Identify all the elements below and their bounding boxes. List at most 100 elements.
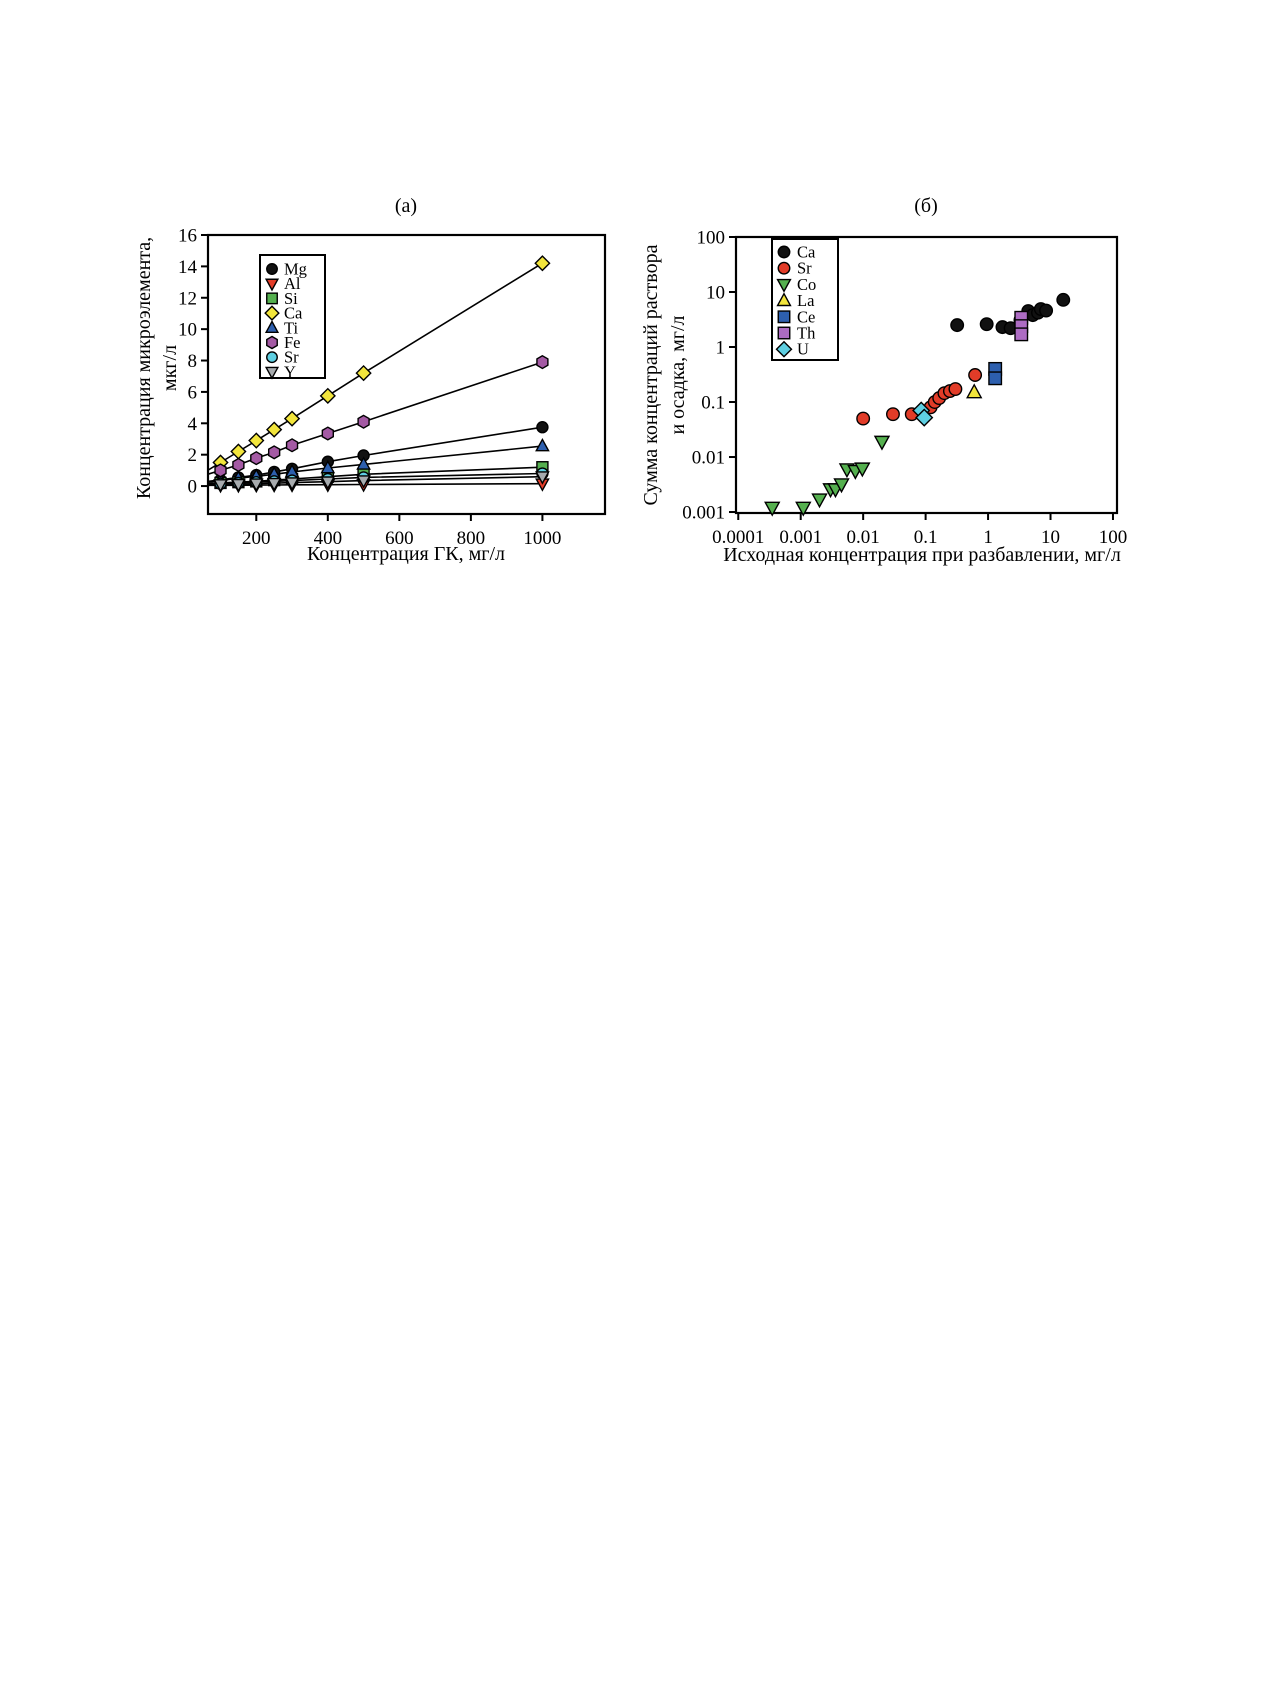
point-Sr [886, 407, 900, 422]
point-Y [231, 478, 246, 493]
point-Fe [321, 426, 334, 441]
legend-label-La: La [797, 291, 815, 310]
legend-marker-Al [264, 278, 280, 292]
point-Co [833, 478, 850, 494]
point-Ti [535, 437, 550, 452]
legend-marker-U [775, 340, 793, 358]
point-Ca [950, 318, 965, 333]
x-tick-label: 0.1 [914, 527, 938, 548]
point-Sr [856, 411, 871, 426]
point-Y [284, 477, 300, 491]
x-tick-label: 800 [457, 528, 486, 549]
y-tick-label: 0.01 [692, 448, 725, 469]
point-Co [764, 501, 781, 517]
y-tick-label: 4 [188, 414, 198, 435]
y-tick-label: 12 [178, 288, 197, 309]
point-Ca [979, 317, 994, 332]
point-Y [248, 478, 264, 492]
legend-label-Y: Y [284, 362, 296, 381]
legend-marker-Sr [266, 351, 278, 364]
y-tick-label: 16 [178, 226, 197, 247]
x-tick-label: 400 [314, 528, 343, 549]
plot-box [206, 233, 607, 516]
point-Mg [536, 421, 549, 434]
panel-b-xlabel: Исходная концентрация при разбавлении, м… [723, 544, 1121, 566]
point-Ce [988, 371, 1003, 386]
y-tick-label: 2 [188, 445, 198, 466]
y-tick-label: 0 [188, 477, 198, 498]
panel-b: (б) Сумма концентраций раствора и осадка… [640, 195, 1127, 566]
point-Ca [230, 443, 247, 460]
x-tick-label: 0.01 [847, 527, 880, 548]
legend-marker-Co [776, 278, 792, 293]
point-Ca [248, 432, 265, 449]
panel-a: (a) Концентрация микроэлемента, мкг/л Ко… [133, 195, 607, 565]
point-Y [320, 476, 336, 490]
panel-a-xlabel: Концентрация ГК, мг/л [307, 543, 505, 565]
legend-label-Fe: Fe [284, 333, 301, 352]
legend-label-Ce: Ce [797, 307, 815, 326]
legend-label-Al: Al [284, 274, 301, 293]
point-Y [535, 471, 550, 485]
legend-label-U: U [797, 340, 809, 359]
point-Fe [232, 457, 245, 473]
point-U [915, 408, 934, 427]
point-Sr [968, 368, 983, 382]
point-Co [854, 462, 871, 478]
point-Fe [214, 463, 227, 478]
legend-marker-Ti [264, 320, 280, 333]
legend-marker-Th [777, 326, 791, 340]
point-Co [795, 501, 812, 517]
point-Y [356, 475, 371, 489]
x-tick-label: 10 [1041, 527, 1060, 548]
legend-marker-Fe [266, 335, 278, 350]
legend-marker-La [776, 292, 792, 307]
point-Co [811, 493, 828, 509]
legend-marker-Ca [264, 305, 280, 321]
panel-b-ylabel-line2: и осадка, мг/л [667, 315, 689, 434]
legend-label-Si: Si [284, 289, 298, 308]
point-Ca [534, 255, 551, 272]
point-La [966, 383, 983, 399]
point-Ca [266, 421, 283, 438]
point-Ca [1039, 303, 1054, 318]
point-Co [873, 435, 891, 451]
legend-label-Ca: Ca [284, 304, 303, 323]
legend-label-Sr: Sr [797, 259, 812, 278]
y-tick-label: 6 [188, 382, 198, 403]
legend-marker-Mg [266, 263, 278, 275]
point-Sr [948, 382, 963, 397]
x-tick-label: 1 [983, 527, 993, 548]
point-Fe [267, 445, 281, 460]
legend-label-Sr: Sr [284, 348, 299, 367]
y-tick-label: 1 [716, 338, 726, 359]
point-Ca [355, 364, 372, 382]
y-tick-label: 100 [697, 228, 726, 249]
y-tick-label: 10 [706, 283, 725, 304]
point-Ti [320, 459, 336, 474]
y-tick-label: 0.1 [701, 393, 725, 414]
point-Ti [356, 456, 371, 470]
panel-b-ylabel-line1: Сумма концентраций раствора [640, 244, 662, 505]
x-tick-label: 200 [242, 528, 271, 549]
panel-b-title: (б) [914, 195, 938, 217]
y-tick-label: 14 [178, 257, 198, 278]
point-Ca [319, 387, 336, 404]
point-Fe [357, 414, 370, 429]
legend-marker-Si [266, 292, 278, 305]
legend-marker-Y [264, 366, 280, 380]
x-tick-label: 100 [1099, 527, 1128, 548]
legend-marker-Ca [777, 245, 791, 259]
plot-area-a: 200 400 600 800 1000 0 2 4 6 8 10 12 14 16 MgAlSiCaTiF… [178, 226, 607, 549]
panel-a-title: (a) [395, 195, 417, 217]
plot-area-b: 0.0001 0.001 0.01 0.1 1 10 100 0.001 0.01 0.1 1 10 1… [682, 228, 1127, 549]
legend-marker-Ce [777, 310, 791, 324]
point-Fe [285, 438, 299, 453]
point-Y [213, 479, 228, 493]
point-Ca [1056, 292, 1071, 307]
point-Th [1014, 327, 1029, 342]
y-tick-label: 0.001 [682, 503, 725, 524]
y-tick-label: 10 [178, 320, 197, 341]
legend-label-Mg: Mg [284, 260, 307, 279]
